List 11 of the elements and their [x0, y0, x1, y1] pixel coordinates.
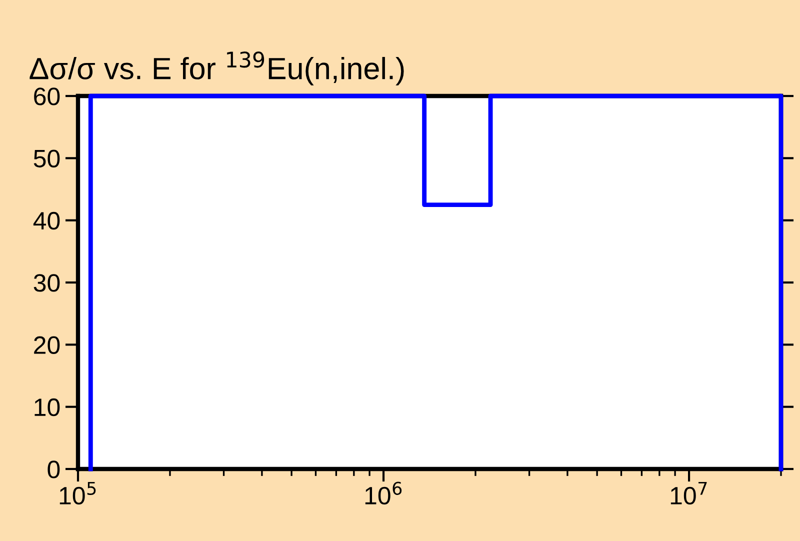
x-tick-label: 10$^{7}$ — [670, 482, 707, 505]
x-tick-label: 10$^{5}$ — [60, 482, 96, 505]
y-tick-label: 30 — [34, 274, 60, 292]
y-tick-label: 60 — [34, 88, 60, 106]
y-tick-label: 10 — [34, 398, 60, 416]
y-tick-label: 40 — [33, 212, 60, 230]
y-tick-label: 50 — [34, 150, 60, 168]
y-tick-label: 0 — [48, 460, 60, 478]
x-tick-label: 10$^{6}$ — [365, 482, 402, 505]
chart-title: Δσ/σ vs. E for $^{139}$Eu(n,inel.) — [30, 52, 404, 86]
y-tick-label: 20 — [34, 336, 60, 354]
